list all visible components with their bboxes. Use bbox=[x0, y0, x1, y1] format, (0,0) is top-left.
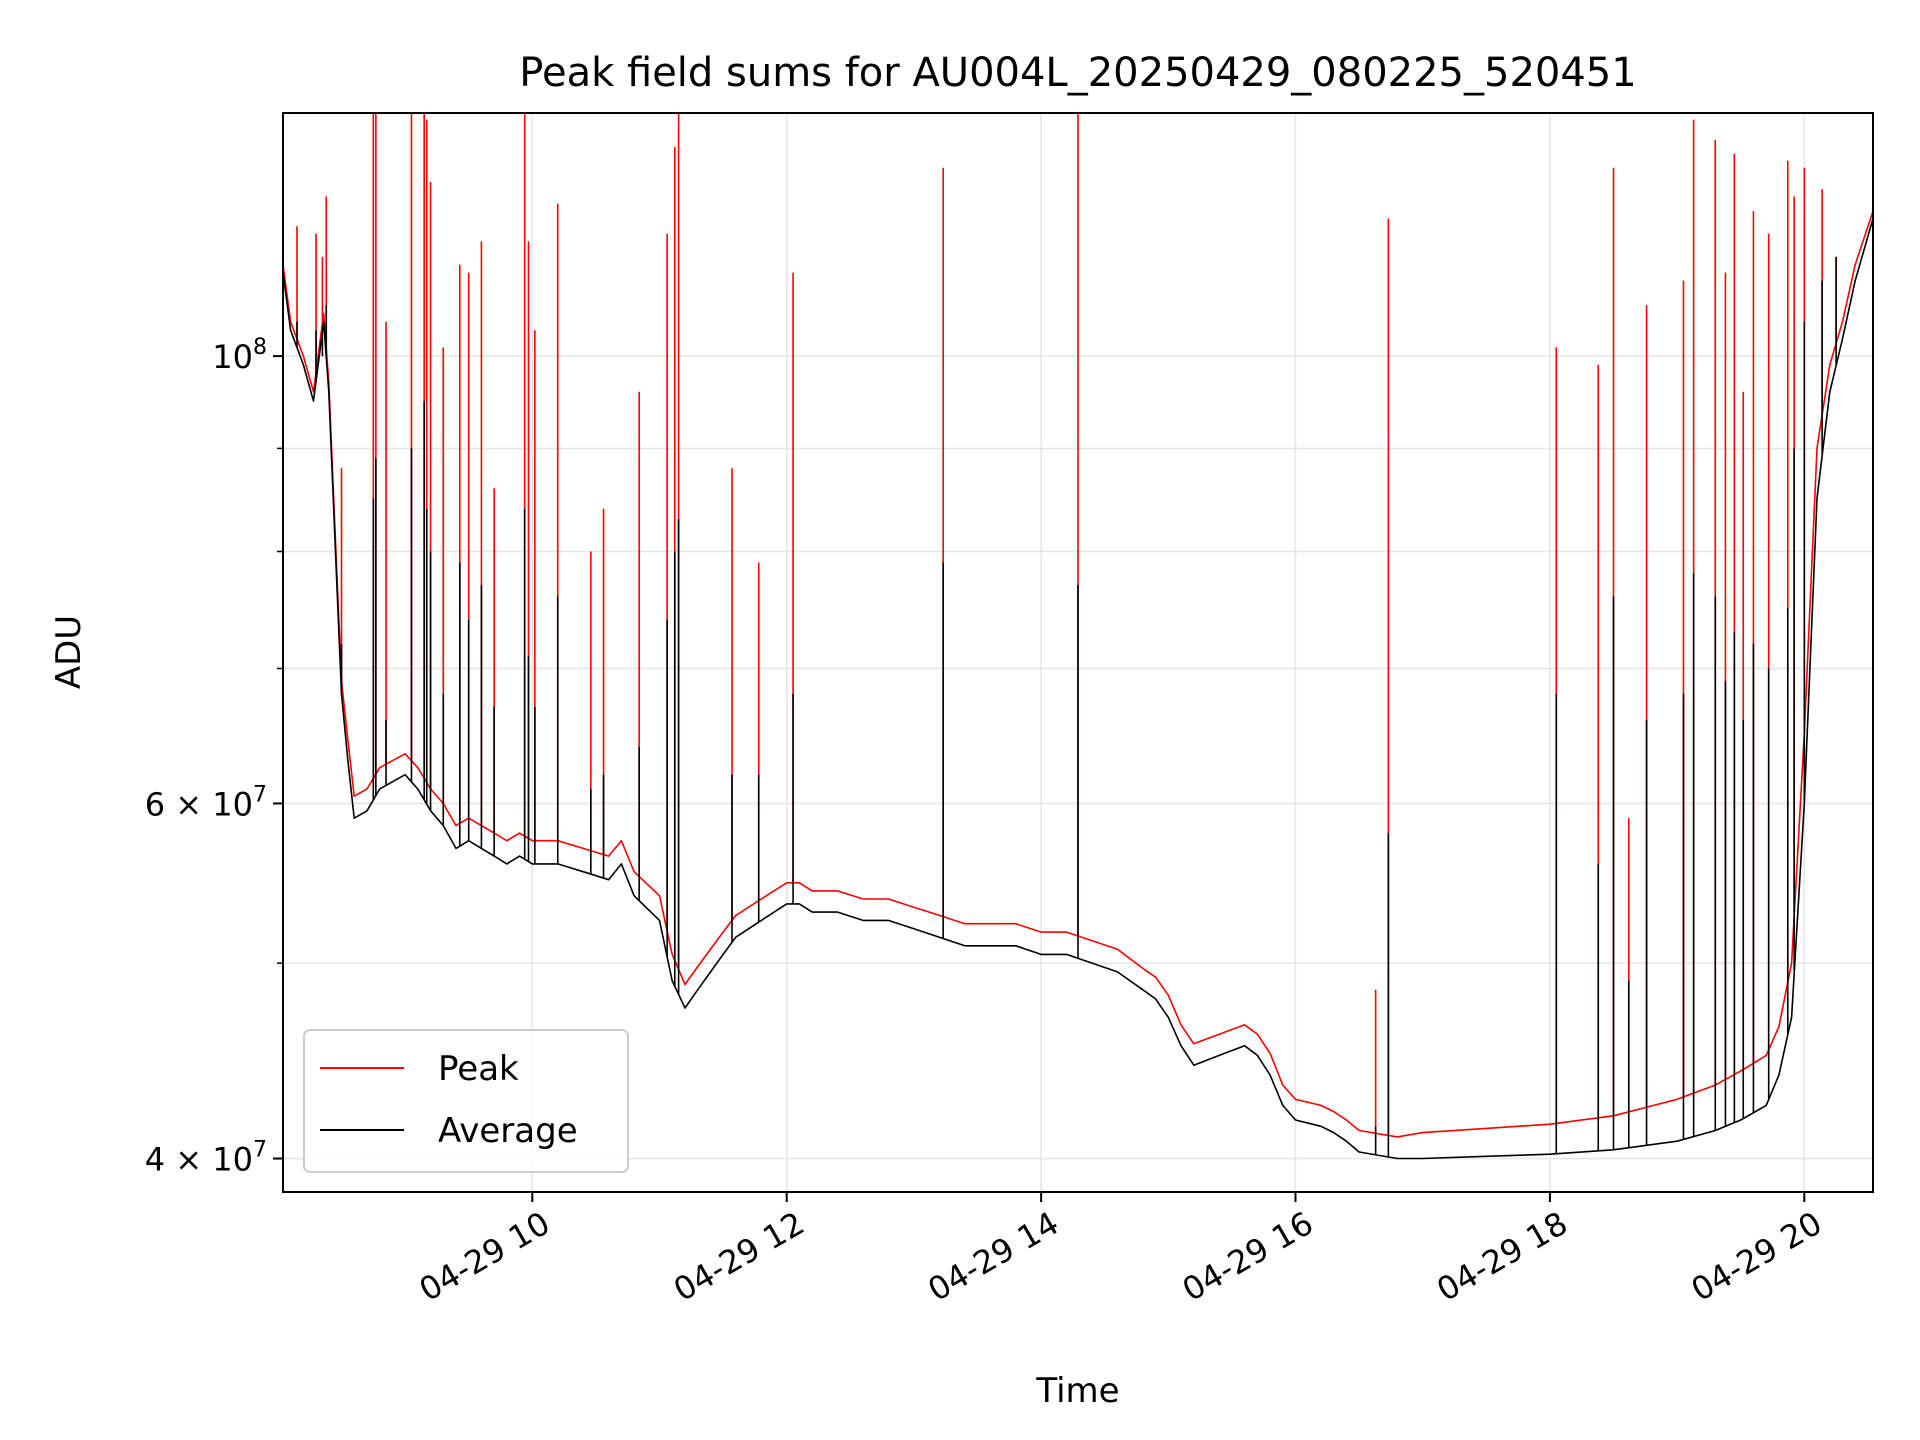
y-tick-label: 6 × 107 bbox=[145, 782, 267, 823]
legend-box bbox=[303, 1029, 629, 1173]
x-axis-label: Time bbox=[1035, 1371, 1119, 1411]
peak-series-line bbox=[282, 210, 1874, 1138]
y-axis-label: ADU bbox=[49, 615, 89, 689]
chart-title: Peak field sums for AU004L_20250429_0802… bbox=[519, 50, 1636, 96]
y-axis: 4 × 107 6 × 107 108 bbox=[145, 335, 283, 1179]
plot-area bbox=[282, 113, 1874, 1160]
legend: Peak Average bbox=[303, 1029, 629, 1173]
average-series-line bbox=[282, 218, 1874, 1160]
legend-label-average: Average bbox=[438, 1111, 578, 1151]
plot-frame bbox=[282, 112, 1874, 1193]
y-tick-label: 108 bbox=[212, 335, 267, 376]
legend-label-peak: Peak bbox=[438, 1049, 519, 1089]
y-tick-label: 4 × 107 bbox=[145, 1138, 267, 1179]
